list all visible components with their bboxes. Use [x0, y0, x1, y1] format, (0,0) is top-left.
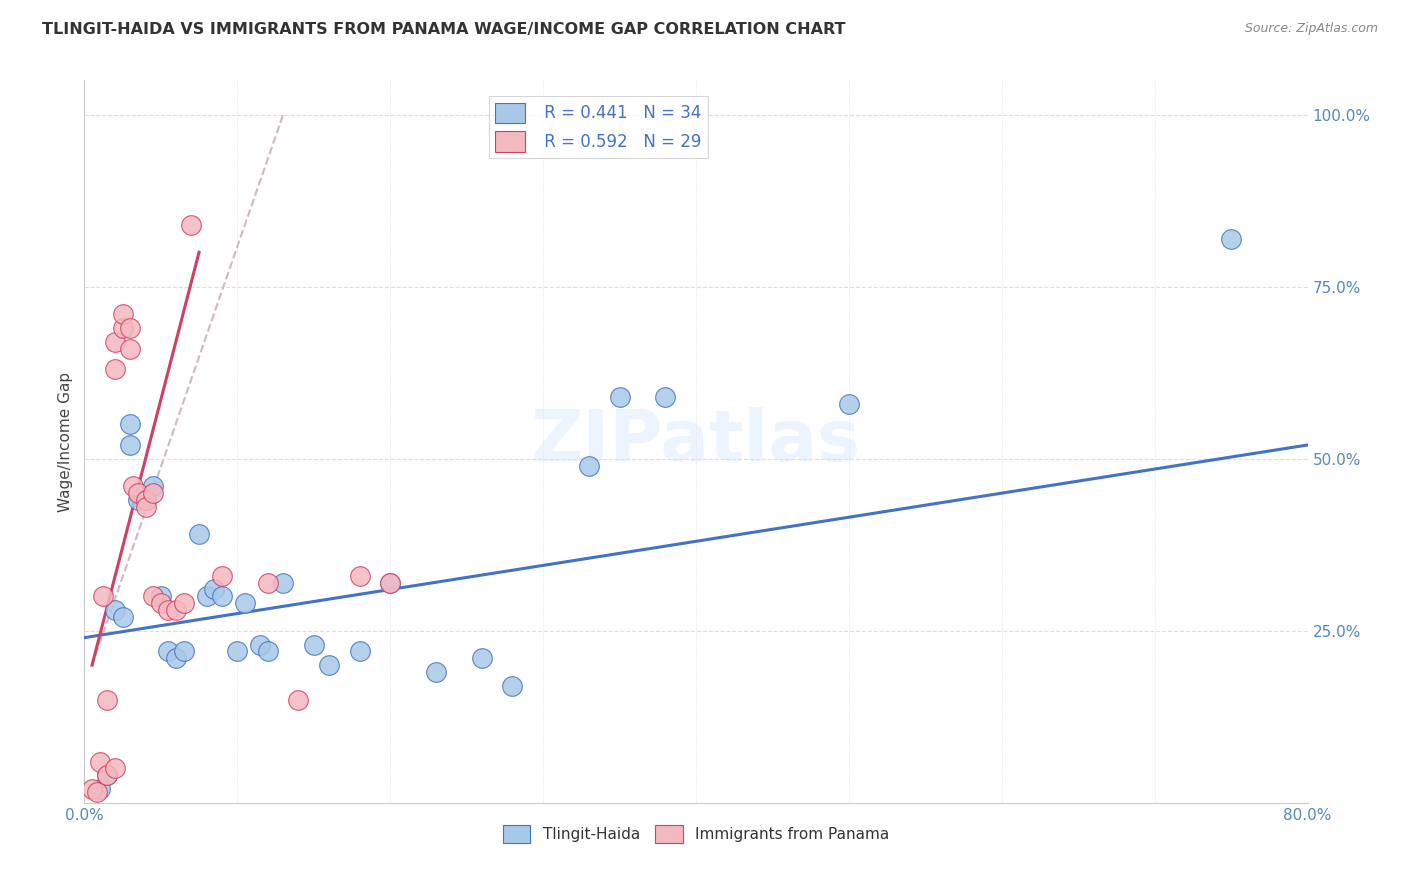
Point [104, 362, 127, 376]
Point [211, 590, 233, 604]
Point [96, 768, 118, 782]
Point [173, 596, 195, 610]
Point [142, 590, 165, 604]
Point [111, 610, 134, 624]
Point [838, 397, 860, 411]
Point [127, 493, 149, 508]
Y-axis label: Wage/Income Gap: Wage/Income Gap [58, 371, 73, 512]
Point [96, 692, 118, 706]
Point [80, 782, 103, 797]
Legend: Tlingit-Haida, Immigrants from Panama: Tlingit-Haida, Immigrants from Panama [496, 819, 896, 849]
Point [96, 768, 118, 782]
Point [249, 638, 271, 652]
Point [89, 782, 111, 797]
Point [302, 638, 325, 652]
Point [165, 651, 187, 665]
Point [142, 486, 165, 500]
Point [380, 575, 402, 590]
Point [127, 486, 149, 500]
Point [120, 321, 142, 335]
Point [271, 575, 294, 590]
Text: Source: ZipAtlas.com: Source: ZipAtlas.com [1244, 22, 1378, 36]
Text: ZIPatlas: ZIPatlas [531, 407, 860, 476]
Point [654, 390, 676, 404]
Point [349, 568, 371, 582]
Point [578, 458, 600, 473]
Point [257, 644, 280, 658]
Point [104, 334, 127, 349]
Point [180, 218, 202, 232]
Point [122, 479, 145, 493]
Point [104, 761, 127, 775]
Point [257, 575, 280, 590]
Point [165, 603, 187, 617]
Point [111, 307, 134, 321]
Point [287, 692, 309, 706]
Point [89, 755, 111, 769]
Point [233, 596, 256, 610]
Point [104, 603, 127, 617]
Point [471, 651, 494, 665]
Point [120, 417, 142, 432]
Point [120, 342, 142, 356]
Point [135, 493, 157, 508]
Point [349, 644, 371, 658]
Point [380, 575, 402, 590]
Point [157, 644, 180, 658]
Point [502, 679, 524, 693]
Point [425, 665, 447, 679]
Text: TLINGIT-HAIDA VS IMMIGRANTS FROM PANAMA WAGE/INCOME GAP CORRELATION CHART: TLINGIT-HAIDA VS IMMIGRANTS FROM PANAMA … [42, 22, 845, 37]
Point [195, 590, 218, 604]
Point [1220, 231, 1243, 245]
Point [202, 582, 225, 597]
Point [149, 590, 172, 604]
Point [149, 596, 172, 610]
Point [111, 321, 134, 335]
Point [142, 479, 165, 493]
Point [157, 603, 180, 617]
Point [211, 568, 233, 582]
Point [135, 500, 157, 514]
Point [135, 493, 157, 508]
Point [188, 527, 211, 541]
Point [173, 644, 195, 658]
Point [86, 785, 108, 799]
Point [91, 590, 114, 604]
Point [226, 644, 249, 658]
Point [120, 438, 142, 452]
Point [318, 658, 340, 673]
Point [609, 390, 631, 404]
